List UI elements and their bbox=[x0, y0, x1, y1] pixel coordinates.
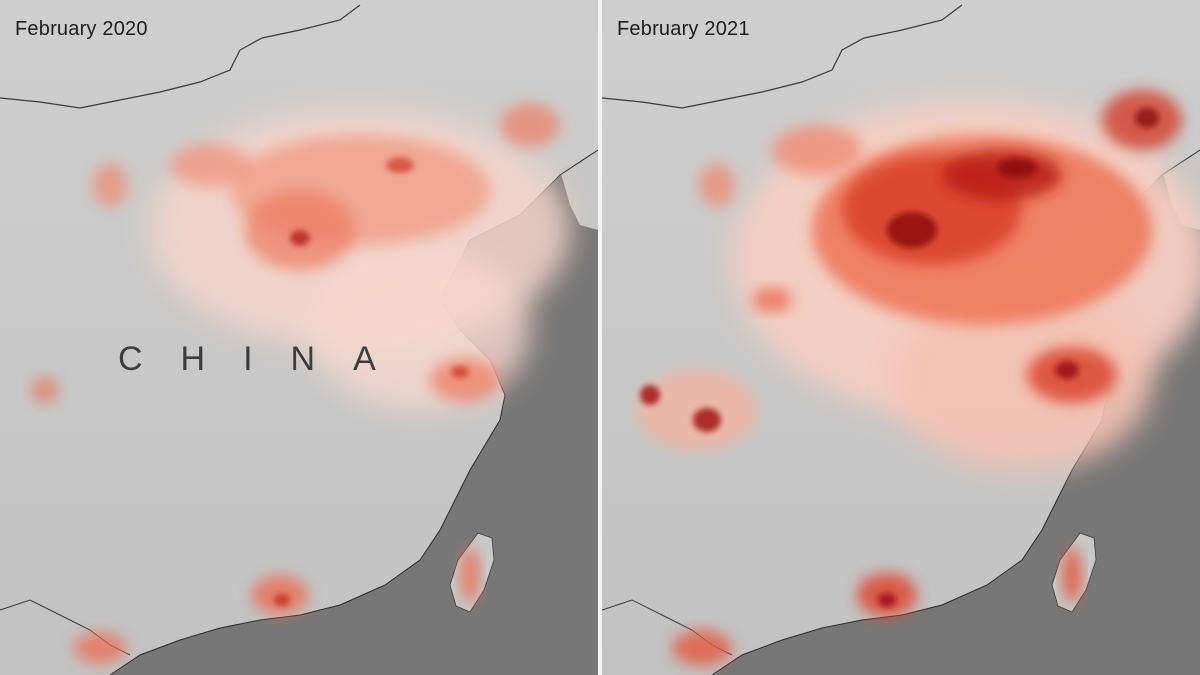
mongolia-border bbox=[602, 4, 963, 109]
no2-plumes-2020 bbox=[31, 103, 570, 664]
korea-peninsula bbox=[560, 150, 598, 230]
country-label: CHINA bbox=[118, 340, 414, 378]
map-2020 bbox=[0, 0, 598, 675]
map-panel-february-2021: February 2021 bbox=[602, 0, 1200, 675]
mongolia-border bbox=[0, 4, 361, 109]
map-2021 bbox=[602, 0, 1200, 675]
panel-divider bbox=[598, 0, 602, 675]
panel-title-2021: February 2021 bbox=[617, 18, 750, 40]
no2-plumes-2021 bbox=[637, 90, 1200, 666]
map-panel-february-2020: February 2020 CHINA bbox=[0, 0, 598, 675]
panel-title-2020: February 2020 bbox=[15, 18, 148, 40]
